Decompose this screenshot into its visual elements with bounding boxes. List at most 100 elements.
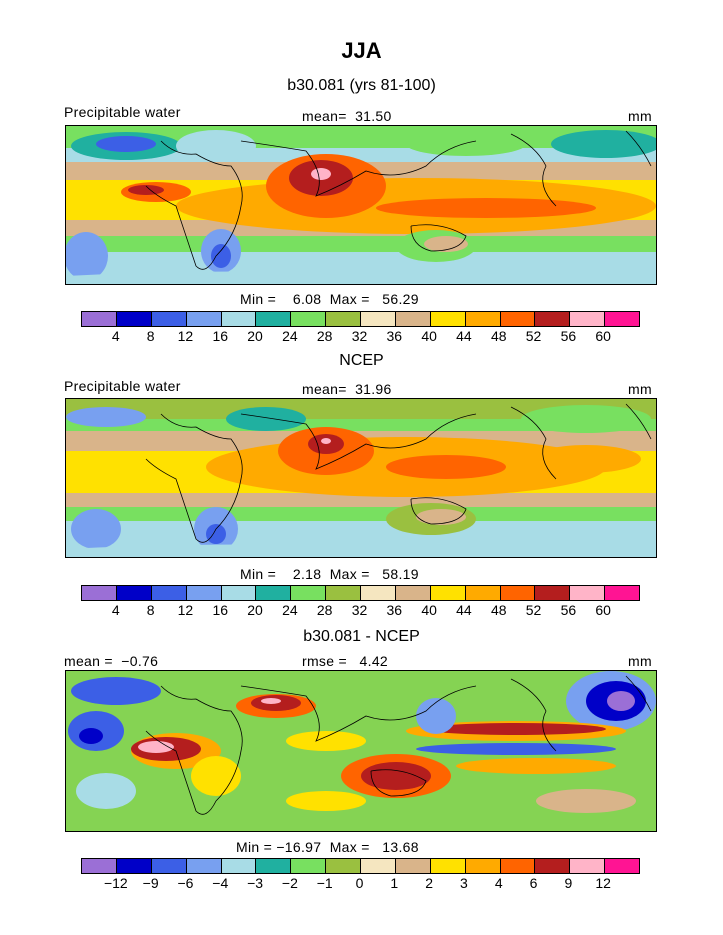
panel-minmax-label: Min = 6.08 Max = 56.29 [240, 291, 419, 307]
colorbar-tick-label: 0 [355, 875, 364, 891]
panel-left-label: Precipitable water [64, 378, 181, 394]
colorbar-tick-label: 36 [386, 328, 403, 344]
colorbar-swatch [326, 586, 361, 600]
colorbar-swatch [82, 859, 117, 873]
colorbar-swatch [221, 859, 257, 873]
colorbar-tick-label: 16 [212, 328, 229, 344]
panel-mean-label: mean= 31.50 [302, 108, 392, 124]
panel-units-label: mm [628, 108, 652, 124]
colorbar-swatch [500, 859, 536, 873]
colorbar [81, 858, 640, 874]
colorbar-swatch [291, 312, 327, 326]
colorbar [81, 311, 640, 327]
map-ncep [65, 398, 657, 558]
colorbar-tick-label: 48 [490, 602, 507, 618]
colorbar-tick-label: 2 [425, 875, 434, 891]
panel-minmax-label: Min = 2.18 Max = 58.19 [240, 566, 419, 582]
colorbar-tick-label: 40 [421, 602, 437, 618]
colorbar-tick-label: 32 [351, 602, 368, 618]
colorbar-tick-label: 4 [494, 875, 503, 891]
colorbar-tick-label: 60 [595, 328, 611, 344]
colorbar-swatch [186, 312, 222, 326]
colorbar-tick-label: 28 [316, 328, 333, 344]
colorbar-swatch [221, 586, 257, 600]
panel-rmse-label: rmse = 4.42 [302, 653, 388, 669]
colorbar-swatch [116, 586, 152, 600]
colorbar-tick-label: 1 [390, 875, 399, 891]
colorbar-tick-label: −12 [103, 875, 128, 891]
colorbar-swatch [535, 859, 571, 873]
colorbar-swatch [500, 312, 536, 326]
colorbar-swatch [256, 312, 292, 326]
colorbar-tick-label: 12 [177, 602, 194, 618]
colorbar-tick-label: 56 [560, 328, 577, 344]
panel-left-label: Precipitable water [64, 104, 181, 120]
colorbar-tick-label: 28 [316, 602, 333, 618]
colorbar [81, 585, 640, 601]
colorbar-tick-label: 20 [247, 602, 263, 618]
colorbar-swatch [430, 859, 466, 873]
colorbar-swatch [221, 312, 257, 326]
colorbar-swatch [535, 586, 571, 600]
colorbar-swatch [395, 586, 431, 600]
colorbar-tick-label: 52 [525, 328, 542, 344]
colorbar-tick-label: 20 [247, 328, 263, 344]
colorbar-swatch [186, 586, 222, 600]
colorbar-tick-label: −2 [281, 875, 298, 891]
figure-title: JJA [341, 38, 382, 63]
colorbar-tick-label: 60 [595, 602, 611, 618]
panel-subtitle: NCEP [339, 352, 384, 369]
panel-subtitle: b30.081 - NCEP [303, 628, 420, 645]
colorbar-swatch [535, 312, 571, 326]
colorbar-swatch [291, 586, 327, 600]
colorbar-tick-label: 52 [525, 602, 542, 618]
colorbar-tick-label: 6 [529, 875, 538, 891]
colorbar-swatch [151, 586, 187, 600]
colorbar-swatch [186, 859, 222, 873]
panel-mean-label: mean= 31.96 [302, 381, 392, 397]
colorbar-tick-label: 48 [490, 328, 507, 344]
colorbar-ticks: 4 8 12 16 20 24 28 32 36 40 44 48 52 56 60 [81, 602, 638, 620]
colorbar-swatch [256, 586, 292, 600]
colorbar-swatch [82, 312, 117, 326]
colorbar-ticks: 4 8 12 16 20 24 28 32 36 40 44 48 52 56 60 [81, 328, 638, 346]
map-model [65, 125, 657, 285]
colorbar-swatch [361, 586, 396, 600]
colorbar-swatch [605, 859, 639, 873]
colorbar-swatch [326, 312, 361, 326]
colorbar-swatch [605, 586, 639, 600]
panel-subtitle: b30.081 (yrs 81-100) [287, 77, 436, 94]
colorbar-swatch [430, 586, 466, 600]
colorbar-swatch [151, 312, 187, 326]
colorbar-swatch [326, 859, 361, 873]
colorbar-swatch [116, 312, 152, 326]
colorbar-tick-label: 24 [282, 602, 298, 618]
colorbar-swatch [395, 312, 431, 326]
colorbar-swatch [570, 312, 606, 326]
colorbar-swatch [430, 312, 466, 326]
panel-minmax-label: Min = −16.97 Max = 13.68 [236, 839, 419, 855]
colorbar-tick-label: 4 [111, 602, 120, 618]
colorbar-swatch [256, 859, 292, 873]
colorbar-tick-label: 16 [212, 602, 229, 618]
colorbar-swatch [116, 859, 152, 873]
panel-units-label: mm [628, 653, 652, 669]
map-difference [65, 670, 657, 832]
colorbar-swatch [465, 586, 501, 600]
colorbar-swatch [361, 312, 396, 326]
colorbar-tick-label: 3 [460, 875, 468, 891]
colorbar-swatch [605, 312, 639, 326]
colorbar-tick-label: 8 [146, 328, 155, 344]
colorbar-swatch [465, 312, 501, 326]
colorbar-swatch [465, 859, 501, 873]
colorbar-tick-label: 4 [111, 328, 120, 344]
colorbar-swatch [570, 586, 606, 600]
colorbar-swatch [151, 859, 187, 873]
colorbar-tick-label: −6 [177, 875, 194, 891]
colorbar-tick-label: −3 [247, 875, 264, 891]
colorbar-tick-label: 32 [351, 328, 368, 344]
colorbar-swatch [361, 859, 396, 873]
colorbar-tick-label: 9 [564, 875, 573, 891]
colorbar-tick-label: 12 [595, 875, 611, 891]
colorbar-tick-label: −4 [212, 875, 229, 891]
